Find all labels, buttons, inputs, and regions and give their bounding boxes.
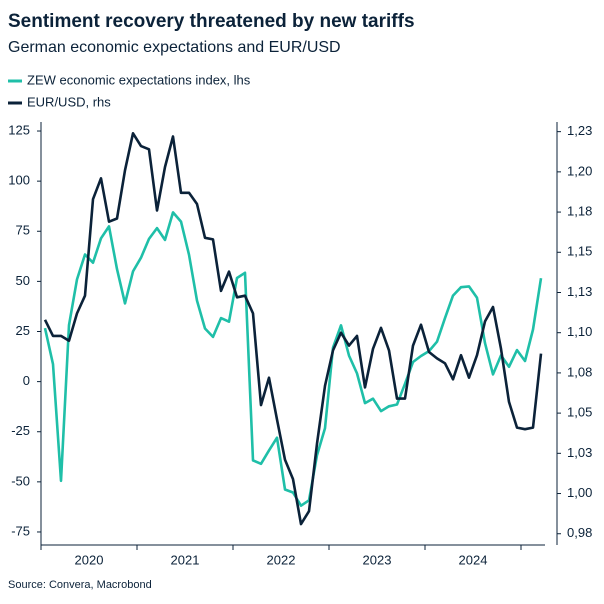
y-tick-label: 125 — [8, 122, 30, 137]
y-tick-label: -25 — [11, 423, 30, 438]
y2-tick-label: 1,08 — [567, 364, 592, 379]
y2-tick-label: 1,00 — [567, 485, 592, 500]
y-tick-label: 50 — [16, 273, 30, 288]
y2-tick-label: 1,20 — [567, 163, 592, 178]
y-tick-label: 75 — [16, 223, 30, 238]
chart-subtitle: German economic expectations and EUR/USD — [8, 39, 341, 56]
y2-tick-label: 1,05 — [567, 405, 592, 420]
y2-tick-label: 1,10 — [567, 324, 592, 339]
y2-tick-label: 1,13 — [567, 284, 592, 299]
y-tick-label: -75 — [11, 523, 30, 538]
y-tick-label: -50 — [11, 473, 30, 488]
y2-tick-label: 1,15 — [567, 244, 592, 259]
x-tick-label: 2021 — [171, 552, 200, 567]
y2-tick-label: 1,23 — [567, 123, 592, 138]
y2-tick-label: 1,03 — [567, 445, 592, 460]
y2-tick-label: 0,98 — [567, 525, 592, 540]
x-tick-label: 2020 — [75, 552, 104, 567]
series-line — [43, 132, 543, 526]
legend-label: EUR/USD, rhs — [27, 94, 111, 109]
series-line — [43, 211, 543, 507]
x-tick-label: 2024 — [459, 552, 488, 567]
x-tick-label: 2023 — [363, 552, 392, 567]
legend-label: ZEW economic expectations index, lhs — [27, 72, 251, 87]
y-tick-label: 25 — [16, 323, 30, 338]
x-tick-label: 2022 — [267, 552, 296, 567]
y-tick-label: 100 — [8, 173, 30, 188]
chart-title: Sentiment recovery threatened by new tar… — [8, 11, 415, 32]
source: Source: Convera, Macrobond — [8, 579, 152, 591]
y2-tick-label: 1,18 — [567, 204, 592, 219]
y-tick-label: 0 — [23, 373, 30, 388]
